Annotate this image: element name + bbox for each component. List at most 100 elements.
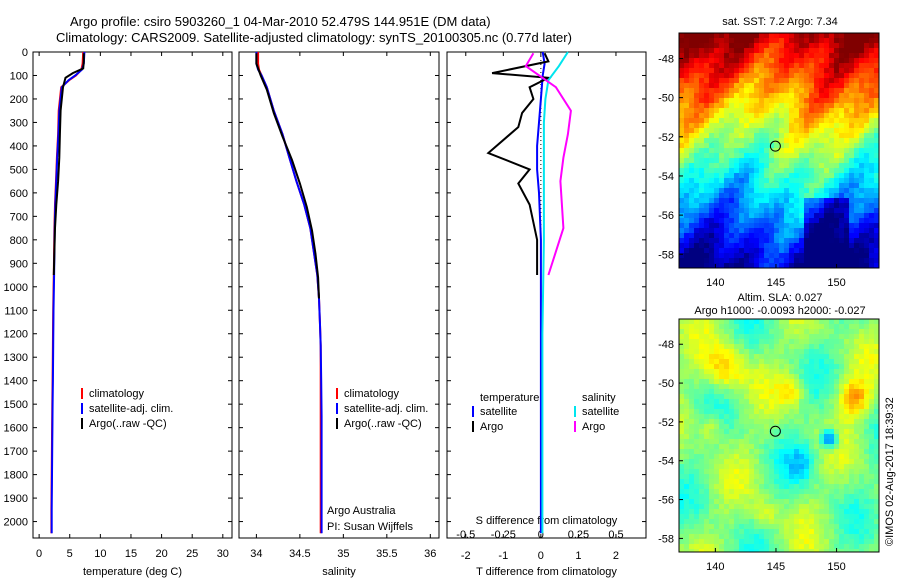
map-cell bbox=[699, 33, 705, 39]
map-cell bbox=[749, 449, 755, 455]
map-cell bbox=[724, 183, 730, 189]
map-cell bbox=[759, 173, 765, 179]
map-cell bbox=[714, 168, 720, 174]
map-frame bbox=[678, 32, 880, 269]
map-cell bbox=[814, 178, 820, 184]
map-cell bbox=[699, 429, 705, 435]
map-cell bbox=[719, 389, 725, 395]
map-cell bbox=[754, 389, 760, 395]
map-cell bbox=[724, 213, 730, 219]
map-cell bbox=[794, 429, 800, 435]
map-cell bbox=[774, 444, 780, 450]
map-cell bbox=[704, 243, 710, 249]
map-cell bbox=[719, 223, 725, 229]
map-cell bbox=[754, 153, 760, 159]
map-cell bbox=[754, 263, 760, 268]
map-cell bbox=[794, 168, 800, 174]
depth-tick-label: 100 bbox=[10, 70, 28, 82]
map-cell bbox=[799, 108, 805, 114]
map-cell bbox=[824, 183, 830, 189]
map-cell bbox=[814, 324, 820, 330]
map-cell bbox=[804, 43, 810, 49]
map-cell bbox=[844, 193, 850, 199]
map-cell bbox=[754, 524, 760, 530]
map-cell bbox=[864, 88, 870, 94]
map-cell bbox=[824, 349, 830, 355]
map-cell bbox=[789, 359, 795, 365]
map-cell bbox=[759, 43, 765, 49]
map-cell bbox=[804, 168, 810, 174]
salinity-xtick-label: 36 bbox=[424, 548, 436, 560]
map-cell bbox=[774, 173, 780, 179]
map-cell bbox=[719, 329, 725, 335]
map-cell bbox=[684, 98, 690, 104]
map-cell bbox=[739, 509, 745, 515]
map-cell bbox=[734, 324, 740, 330]
map-cell bbox=[784, 173, 790, 179]
map-cell bbox=[869, 128, 875, 134]
map-cell bbox=[699, 379, 705, 385]
map-cell bbox=[724, 73, 730, 79]
map-cell bbox=[744, 203, 750, 209]
map-cell bbox=[844, 439, 850, 445]
map-cell bbox=[699, 509, 705, 515]
map-cell bbox=[854, 193, 860, 199]
map-cell bbox=[734, 399, 740, 405]
map-cell bbox=[779, 33, 785, 39]
map-cell bbox=[829, 203, 835, 209]
map-cell bbox=[834, 253, 840, 259]
map-cell bbox=[809, 243, 815, 249]
map-cell bbox=[859, 153, 865, 159]
map-cell bbox=[724, 188, 730, 194]
map-cell bbox=[719, 484, 725, 490]
map-cell bbox=[689, 324, 695, 330]
map-cell bbox=[874, 43, 879, 49]
map-cell bbox=[729, 133, 735, 139]
map-cell bbox=[709, 489, 715, 495]
map-cell bbox=[714, 223, 720, 229]
map-cell bbox=[734, 183, 740, 189]
map-cell bbox=[704, 484, 710, 490]
map-cell bbox=[864, 409, 870, 415]
map-cell bbox=[724, 68, 730, 74]
map-cell bbox=[749, 183, 755, 189]
map-cell bbox=[799, 253, 805, 259]
map-cell bbox=[764, 223, 770, 229]
map-cell bbox=[799, 519, 805, 525]
map-cell bbox=[799, 218, 805, 224]
map-cell bbox=[829, 73, 835, 79]
map-cell bbox=[769, 178, 775, 184]
map-cell bbox=[774, 38, 780, 44]
map-cell bbox=[859, 464, 865, 470]
map-cell bbox=[764, 514, 770, 520]
map-cell bbox=[824, 178, 830, 184]
map-cell bbox=[719, 429, 725, 435]
map-cell bbox=[854, 394, 860, 400]
map-cell bbox=[709, 454, 715, 460]
map-cell bbox=[754, 499, 760, 505]
map-cell bbox=[849, 354, 855, 360]
map-cell bbox=[854, 549, 860, 552]
map-cell bbox=[789, 83, 795, 89]
map-cell bbox=[684, 113, 690, 119]
map-cell bbox=[739, 464, 745, 470]
map-cell bbox=[779, 138, 785, 144]
map-cell bbox=[779, 103, 785, 109]
map-cell bbox=[859, 88, 865, 94]
map-cell bbox=[839, 399, 845, 405]
map-cell bbox=[709, 484, 715, 490]
map-cell bbox=[774, 58, 780, 64]
map-cell bbox=[764, 479, 770, 485]
map-cell bbox=[749, 534, 755, 540]
map-cell bbox=[809, 364, 815, 370]
map-cell bbox=[744, 524, 750, 530]
map-cell bbox=[749, 509, 755, 515]
map-cell bbox=[749, 459, 755, 465]
map-cell bbox=[874, 484, 879, 490]
map-cell bbox=[749, 98, 755, 104]
map-cell bbox=[689, 73, 695, 79]
map-cell bbox=[864, 233, 870, 239]
depth-tick-label: 1100 bbox=[4, 305, 28, 317]
map-cell bbox=[714, 474, 720, 480]
map-cell bbox=[799, 118, 805, 124]
